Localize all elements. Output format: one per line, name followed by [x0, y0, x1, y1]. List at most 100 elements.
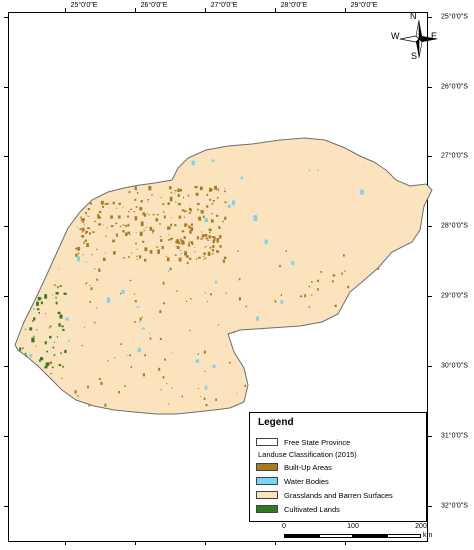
built-up-patch — [208, 235, 211, 239]
built-up-patch — [130, 366, 133, 368]
built-up-patch — [244, 384, 247, 387]
built-up-patch — [166, 383, 168, 385]
built-up-patch — [347, 285, 350, 289]
built-up-patch — [135, 206, 138, 208]
built-up-patch — [188, 243, 190, 247]
built-up-patch — [189, 230, 192, 234]
compass-rose-icon — [399, 19, 438, 59]
scale-segment — [319, 534, 353, 538]
built-up-patch — [203, 259, 205, 260]
built-up-patch — [134, 216, 138, 220]
built-up-patch — [224, 190, 226, 193]
water-patch — [347, 214, 349, 216]
built-up-patch — [222, 220, 224, 223]
latitude-tick — [428, 506, 432, 507]
built-up-patch — [148, 214, 150, 216]
built-up-patch — [165, 255, 167, 257]
scale-segment — [353, 534, 387, 538]
built-up-patch — [186, 261, 189, 265]
scale-label-0: 0 — [282, 523, 286, 530]
built-up-patch — [206, 205, 209, 208]
water-patch — [77, 256, 80, 262]
built-up-patch — [97, 215, 100, 219]
built-up-patch — [102, 205, 104, 208]
built-up-patch — [104, 252, 106, 254]
built-up-patch — [200, 238, 203, 240]
built-up-patch — [167, 226, 170, 230]
built-up-patch — [194, 247, 196, 248]
latitude-tick — [4, 226, 8, 227]
built-up-patch — [118, 215, 121, 219]
built-up-patch — [142, 316, 143, 318]
cultivated-patch — [22, 347, 24, 349]
built-up-patch — [129, 279, 132, 282]
built-up-patch — [274, 300, 277, 303]
cultivated-patch — [32, 320, 34, 322]
built-up-patch — [215, 214, 219, 217]
latitude-tick — [428, 87, 432, 88]
built-up-patch — [57, 286, 59, 289]
built-up-patch — [98, 223, 101, 226]
water-patch — [204, 291, 207, 294]
legend-item-water: Water Bodies — [256, 475, 420, 487]
latitude-label: 26°0'0"S — [441, 83, 468, 91]
built-up-patch — [217, 187, 219, 190]
built-up-patch — [129, 354, 132, 357]
water-patch — [126, 354, 129, 357]
built-up-patch — [225, 345, 227, 346]
built-up-patch — [158, 367, 161, 371]
built-up-patch — [163, 215, 166, 219]
built-up-patch — [215, 398, 217, 401]
water-patch — [171, 351, 173, 354]
built-up-patch — [211, 236, 215, 238]
built-up-patch — [344, 270, 346, 272]
built-up-patch — [119, 225, 121, 228]
built-up-patch — [86, 243, 89, 247]
built-up-patch — [52, 347, 54, 349]
cultivated-patch — [57, 311, 61, 315]
built-up-patch — [81, 231, 84, 233]
built-up-patch — [209, 187, 212, 192]
built-up-patch — [155, 218, 159, 222]
built-up-patch — [219, 245, 222, 248]
built-up-patch — [59, 285, 62, 287]
built-up-patch — [211, 189, 213, 191]
built-up-patch — [216, 238, 219, 242]
built-up-patch — [180, 238, 182, 240]
built-up-patch — [85, 232, 87, 234]
cultivated-patch — [45, 362, 49, 366]
built-up-patch — [199, 396, 201, 397]
water-patch — [211, 159, 215, 163]
built-up-patch — [106, 202, 109, 205]
cultivated-patch — [51, 366, 54, 369]
built-up-patch — [163, 211, 165, 213]
built-up-patch — [195, 192, 199, 196]
built-up-patch — [209, 231, 211, 234]
water-patch — [121, 289, 125, 294]
built-up-patch — [183, 236, 186, 239]
built-up-patch — [89, 300, 91, 303]
latitude-tick — [428, 296, 432, 297]
built-up-patch — [84, 326, 85, 328]
built-up-patch — [110, 215, 113, 219]
built-up-patch — [96, 307, 98, 309]
built-up-patch — [216, 250, 219, 253]
cultivated-patch — [61, 325, 64, 328]
cultivated-patches — [19, 292, 67, 375]
built-up-patch — [171, 237, 174, 240]
built-up-patch — [285, 250, 287, 252]
built-up-patch — [140, 221, 144, 227]
built-up-patch — [144, 354, 146, 357]
water-patch — [171, 386, 173, 390]
built-up-patch — [160, 389, 162, 391]
cultivated-patch — [39, 297, 42, 300]
built-up-patch — [143, 229, 145, 232]
built-up-patch — [204, 370, 206, 373]
cultivated-patch — [36, 301, 39, 306]
built-up-patch — [196, 203, 200, 205]
water-patch — [68, 339, 70, 342]
cultivated-patch — [40, 301, 43, 305]
cultivated-patch — [56, 336, 58, 338]
legend-item-label: Water Bodies — [284, 476, 329, 486]
built-up-patch — [212, 239, 215, 244]
